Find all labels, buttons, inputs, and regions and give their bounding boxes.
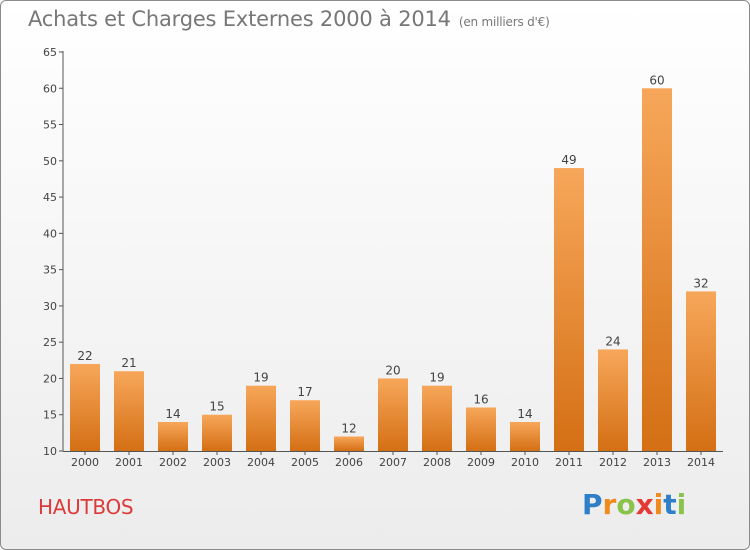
data-label-2012: 24: [605, 334, 620, 348]
x-tick-label-2001: 2001: [115, 456, 143, 469]
x-tick-label-2007: 2007: [379, 456, 407, 469]
data-label-2005: 17: [297, 385, 312, 399]
logo-letter: o: [616, 488, 636, 521]
logo-letter: r: [602, 488, 617, 521]
chart-axes: 10 15 20 25 30 35 40 45 50 55 60 65 2000 2001 2002 2003…: [43, 46, 723, 469]
x-tick-label-2012: 2012: [599, 456, 627, 469]
data-label-2014: 32: [693, 276, 708, 290]
bar-2004: [246, 385, 276, 451]
y-tick-label: 60: [43, 82, 57, 95]
bar-2014: [686, 291, 716, 451]
bar-2008: [422, 385, 452, 451]
bar-2013: [642, 88, 672, 451]
x-tick-label-2006: 2006: [335, 456, 363, 469]
y-tick-label: 25: [43, 336, 57, 349]
proxiti-logo: Proxiti: [582, 488, 686, 521]
logo-letter: i: [653, 488, 664, 521]
bar-2007: [378, 378, 408, 451]
x-tick-label-2005: 2005: [291, 456, 319, 469]
y-tick-label: 15: [43, 409, 57, 422]
x-tick-label-2008: 2008: [423, 456, 451, 469]
bar-2006: [334, 436, 364, 451]
data-label-2006: 12: [341, 421, 356, 435]
x-tick-label-2002: 2002: [159, 456, 187, 469]
logo-letter: t: [663, 488, 677, 521]
chart-title: Achats et Charges Externes 2000 à 2014 (e…: [28, 7, 550, 31]
y-tick-label: 45: [43, 191, 57, 204]
data-label-2009: 16: [473, 392, 488, 406]
chart-bars: 22 21 14 15 19 17 12 20 19 16 14 49 24 60 32: [70, 73, 716, 451]
y-tick-label: 50: [43, 155, 57, 168]
y-tick-label: 35: [43, 264, 57, 277]
chart-subtitle: (en milliers d'€): [458, 15, 550, 29]
bar-2011: [554, 168, 584, 451]
data-label-2011: 49: [561, 153, 576, 167]
y-tick-label: 10: [43, 445, 57, 458]
bar-2000: [70, 363, 100, 451]
chart-title-text: Achats et Charges Externes 2000 à 2014: [28, 7, 451, 31]
x-tick-label-2014: 2014: [687, 456, 715, 469]
y-tick-label: 55: [43, 119, 57, 132]
logo-letter: P: [582, 488, 603, 521]
bar-2005: [290, 400, 320, 451]
data-label-2001: 21: [121, 356, 136, 370]
x-tick-label-2010: 2010: [511, 456, 539, 469]
logo-letter: i: [676, 488, 687, 521]
x-tick-label-2000: 2000: [71, 456, 99, 469]
data-label-2004: 19: [253, 371, 268, 385]
x-tick-label-2004: 2004: [247, 456, 275, 469]
y-tick-label: 30: [43, 300, 57, 313]
data-label-2002: 14: [165, 407, 180, 421]
bar-2003: [202, 414, 232, 451]
data-label-2008: 19: [429, 371, 444, 385]
x-tick-label-2011: 2011: [555, 456, 583, 469]
data-label-2003: 15: [209, 400, 224, 414]
city-name: HAUTBOS: [38, 495, 134, 519]
y-tick-label: 65: [43, 46, 57, 59]
bar-2012: [598, 349, 628, 451]
bar-2009: [466, 407, 496, 451]
y-tick-label: 40: [43, 227, 57, 240]
x-tick-label-2013: 2013: [643, 456, 671, 469]
data-label-2013: 60: [649, 73, 664, 87]
bar-2001: [114, 371, 144, 451]
bar-2010: [510, 421, 540, 451]
y-tick-label: 20: [43, 372, 57, 385]
x-tick-label-2009: 2009: [467, 456, 495, 469]
x-tick-label-2003: 2003: [203, 456, 231, 469]
bar-2002: [158, 421, 188, 451]
data-label-2000: 22: [77, 349, 92, 363]
data-label-2010: 14: [517, 407, 532, 421]
data-label-2007: 20: [385, 363, 400, 377]
logo-letter: x: [635, 488, 654, 521]
